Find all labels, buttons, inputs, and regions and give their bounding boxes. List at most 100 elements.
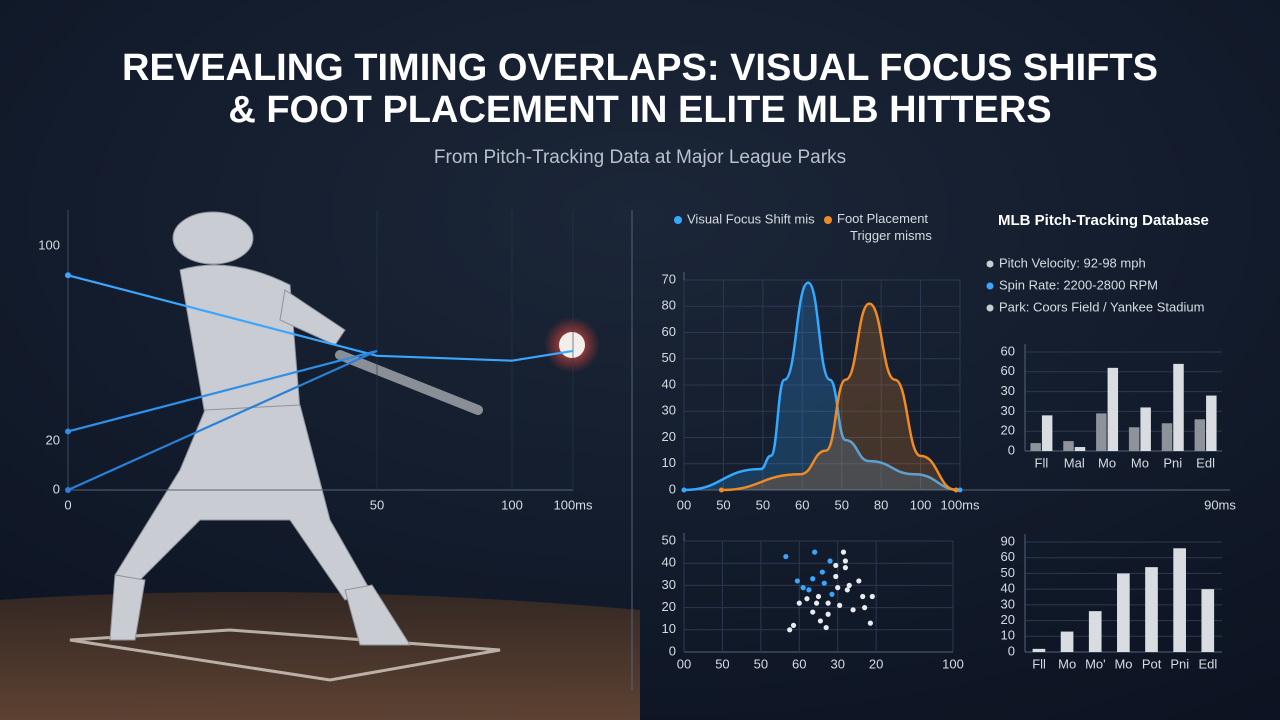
point <box>821 580 827 586</box>
point <box>681 487 687 493</box>
point <box>862 605 868 611</box>
y-tick-label: 80 <box>662 298 676 313</box>
bar <box>1194 419 1206 451</box>
point <box>812 549 818 555</box>
chart: 0 20 30 30 60 60 Fll Mal Mo Mo Pni Edl <box>1001 343 1222 470</box>
point <box>856 578 862 584</box>
point <box>827 558 833 564</box>
y-tick-label: 0 <box>53 481 60 496</box>
x-tick-label: 60 <box>795 497 809 512</box>
point <box>65 428 71 435</box>
x-tick-label: 80 <box>874 497 888 512</box>
point <box>829 591 835 597</box>
legend-label: Foot Placement Trigger misms <box>837 211 932 243</box>
y-tick-label: 60 <box>1001 363 1015 378</box>
bar <box>1060 631 1074 652</box>
x-tick-label: 100 <box>910 497 932 512</box>
x-axis-label: 90ms <box>1204 497 1236 512</box>
point <box>867 620 873 626</box>
point <box>65 487 71 493</box>
data-line <box>721 302 957 492</box>
x-tick-label: Mal <box>1064 455 1085 470</box>
bar <box>1032 648 1046 652</box>
x-tick-label: 100 <box>501 497 523 512</box>
point <box>833 562 839 569</box>
point <box>823 624 829 631</box>
bar <box>1140 407 1151 451</box>
point <box>869 593 875 600</box>
point <box>825 611 831 617</box>
point <box>835 585 841 591</box>
info-item: Spin Rate: 2200-2800 RPM <box>999 277 1158 292</box>
x-tick-label: 50 <box>754 656 768 671</box>
point <box>819 569 825 575</box>
y-tick-label: 100 <box>38 237 60 252</box>
point <box>842 565 849 571</box>
x-tick-label: 50 <box>370 497 384 512</box>
y-tick-label: 10 <box>662 455 676 470</box>
y-tick-label: 30 <box>662 577 676 592</box>
legend-line: Foot Placement <box>837 211 928 226</box>
point <box>790 622 797 628</box>
x-tick-label: 50 <box>756 497 770 512</box>
x-tick-label: 100 <box>942 656 964 671</box>
data-line <box>67 349 378 492</box>
point <box>810 576 816 582</box>
y-tick-label: 0 <box>669 481 676 496</box>
bar <box>1173 548 1186 652</box>
y-tick-label: 0 <box>669 643 676 658</box>
bar <box>1145 567 1158 652</box>
y-tick-label: 70 <box>662 271 676 286</box>
y-tick-label: 40 <box>662 376 676 391</box>
y-tick-label: 60 <box>1001 549 1015 564</box>
x-tick-label: 50 <box>716 497 730 512</box>
data-line <box>67 274 574 362</box>
x-tick-label: 50 <box>834 497 848 512</box>
x-tick-label: Mo <box>1114 656 1132 671</box>
info-title: MLB Pitch-Tracking Database <box>998 212 1209 229</box>
y-tick-label: 20 <box>46 433 60 448</box>
bar <box>1117 573 1130 652</box>
point <box>787 627 793 633</box>
point <box>833 573 839 580</box>
point <box>840 549 847 555</box>
x-tick-label: Mo <box>1131 455 1149 470</box>
y-tick-label: 20 <box>662 599 676 614</box>
point <box>953 487 959 493</box>
x-tick-label: Fll <box>1032 656 1046 671</box>
bullet <box>986 260 994 268</box>
x-tick-label: 100ms <box>553 497 593 512</box>
x-tick-label: 20 <box>869 656 883 671</box>
point <box>794 578 800 584</box>
y-tick-label: 20 <box>662 429 676 444</box>
point <box>846 582 852 589</box>
point <box>806 587 812 593</box>
point <box>65 272 71 279</box>
y-tick-label: 0 <box>1008 442 1015 457</box>
y-tick-label: 40 <box>662 555 676 570</box>
bar <box>1173 363 1184 451</box>
point <box>804 596 810 602</box>
x-tick-label: Mo <box>1098 455 1116 470</box>
subtitle: From Pitch-Tracking Data at Major League… <box>434 147 846 168</box>
x-tick-label: 00 <box>677 497 691 512</box>
x-tick-label: Fll <box>1035 455 1049 470</box>
point <box>825 600 831 606</box>
x-tick-label: Pni <box>1170 656 1189 671</box>
y-tick-label: 30 <box>662 403 676 418</box>
y-tick-label: 20 <box>1001 423 1015 438</box>
title-line: REVEALING TIMING OVERLAPS: VISUAL FOCUS … <box>122 47 1158 89</box>
x-tick-label: 00 <box>677 656 691 671</box>
point <box>718 487 724 493</box>
legend-label: Visual Focus Shift mis <box>687 211 815 226</box>
data-line <box>683 281 961 492</box>
bar <box>1074 447 1086 451</box>
legend-swatch <box>674 216 682 224</box>
x-tick-label: 30 <box>830 656 844 671</box>
y-tick-label: 60 <box>662 324 676 339</box>
chart: 0 10 20 30 40 50 60 80 70 90ms 00 50 50 60 50 80 100 100m… <box>662 211 1237 512</box>
chart: 0 10 20 30 40 50 00 50 50 60 30 20 100 <box>662 532 964 671</box>
